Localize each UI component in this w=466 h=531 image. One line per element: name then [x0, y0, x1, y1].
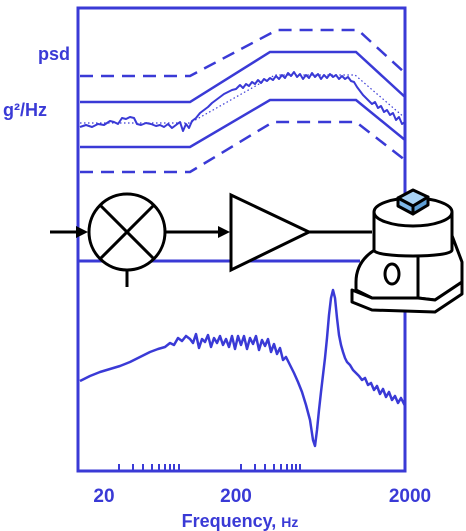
input-arrow-head — [76, 226, 88, 238]
frequency-axis-label: Frequency, Hz — [182, 511, 299, 531]
alarm-limit-lower — [80, 98, 406, 149]
multiplier-circle-icon — [87, 192, 167, 272]
tick-label-200: 200 — [220, 486, 252, 507]
x-axis-ticks — [118, 464, 301, 471]
psd-label: psd — [38, 44, 70, 64]
vibration-shaker-icon — [350, 188, 464, 314]
alarm-limit-upper — [80, 50, 406, 104]
measured-psd-trace — [79, 71, 406, 132]
mixer-to-amp-head — [218, 226, 230, 238]
frequency-axis-unit: Hz — [281, 514, 298, 530]
tick-label-20: 20 — [93, 486, 114, 507]
amplifier-triangle-icon — [229, 192, 313, 273]
abort-limit-upper — [80, 28, 406, 78]
abort-limit-lower — [80, 120, 406, 174]
units-label: g²/Hz — [3, 100, 47, 120]
frequency-axis-text: Frequency, — [182, 511, 282, 531]
tick-label-2000: 2000 — [389, 486, 431, 507]
frequency-response-trace — [79, 288, 407, 448]
reference-profile — [80, 74, 406, 124]
